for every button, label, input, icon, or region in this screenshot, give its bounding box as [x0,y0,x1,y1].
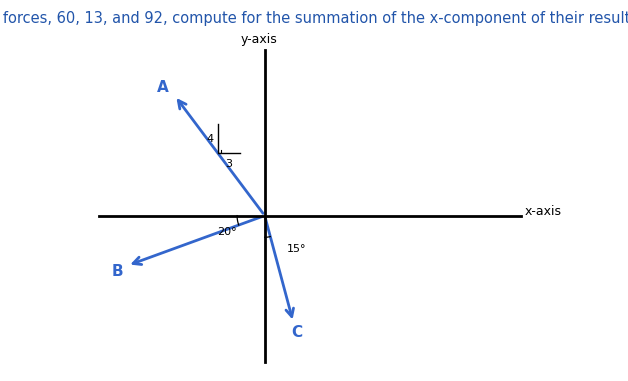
Text: x-axis: x-axis [525,205,562,218]
Text: 4: 4 [206,134,213,144]
Text: C: C [291,325,303,339]
Text: A: A [157,80,169,95]
Text: 3: 3 [225,159,232,169]
Text: Given the forces, 60, 13, and 92, compute for the summation of the x-component o: Given the forces, 60, 13, and 92, comput… [0,11,628,26]
Text: B: B [112,264,124,279]
Text: 15°: 15° [286,244,306,254]
Text: 20°: 20° [217,227,237,237]
Text: y-axis: y-axis [241,33,277,46]
